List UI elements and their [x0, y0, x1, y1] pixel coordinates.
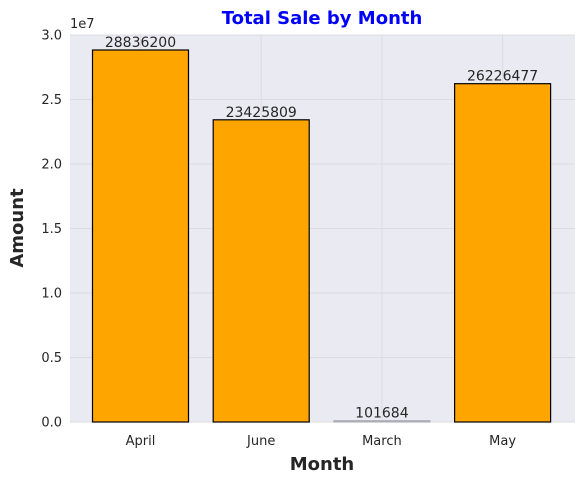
bar-value-label: 26226477 [467, 69, 538, 85]
bar-value-labels: 28836200 23425809 101684 26226477 [105, 35, 538, 422]
bar-value-label: 101684 [355, 406, 409, 422]
bar-value-label: 28836200 [105, 35, 176, 51]
y-axis-label: Amount [7, 188, 28, 268]
x-axis-label: Month [290, 454, 355, 475]
bar-march [333, 420, 431, 423]
x-tick-label: June [246, 434, 275, 449]
bar-value-label: 23425809 [226, 105, 297, 121]
y-tick-label: 1.5 [41, 222, 62, 237]
y-tick-label: 0.5 [41, 351, 62, 366]
x-tick-label: March [362, 434, 402, 449]
y-tick-label: 2.5 [41, 93, 62, 108]
y-scale-multiplier: 1e7 [70, 17, 95, 32]
x-tick-label: April [126, 434, 156, 449]
bar-may [454, 83, 552, 423]
y-tick-label: 1.0 [41, 287, 62, 302]
x-axis-ticks: April June March May [126, 434, 517, 449]
y-tick-label: 2.0 [41, 158, 62, 173]
y-tick-label: 3.0 [41, 29, 62, 44]
y-axis-ticks: 0.0 0.5 1.0 1.5 2.0 2.5 3.0 [41, 29, 62, 431]
bar-june [212, 119, 310, 423]
y-tick-label: 0.0 [41, 416, 62, 431]
x-tick-label: May [489, 434, 516, 449]
bars [91, 49, 552, 423]
bar-april [91, 49, 190, 423]
chart-title: Total Sale by Month [222, 8, 423, 29]
